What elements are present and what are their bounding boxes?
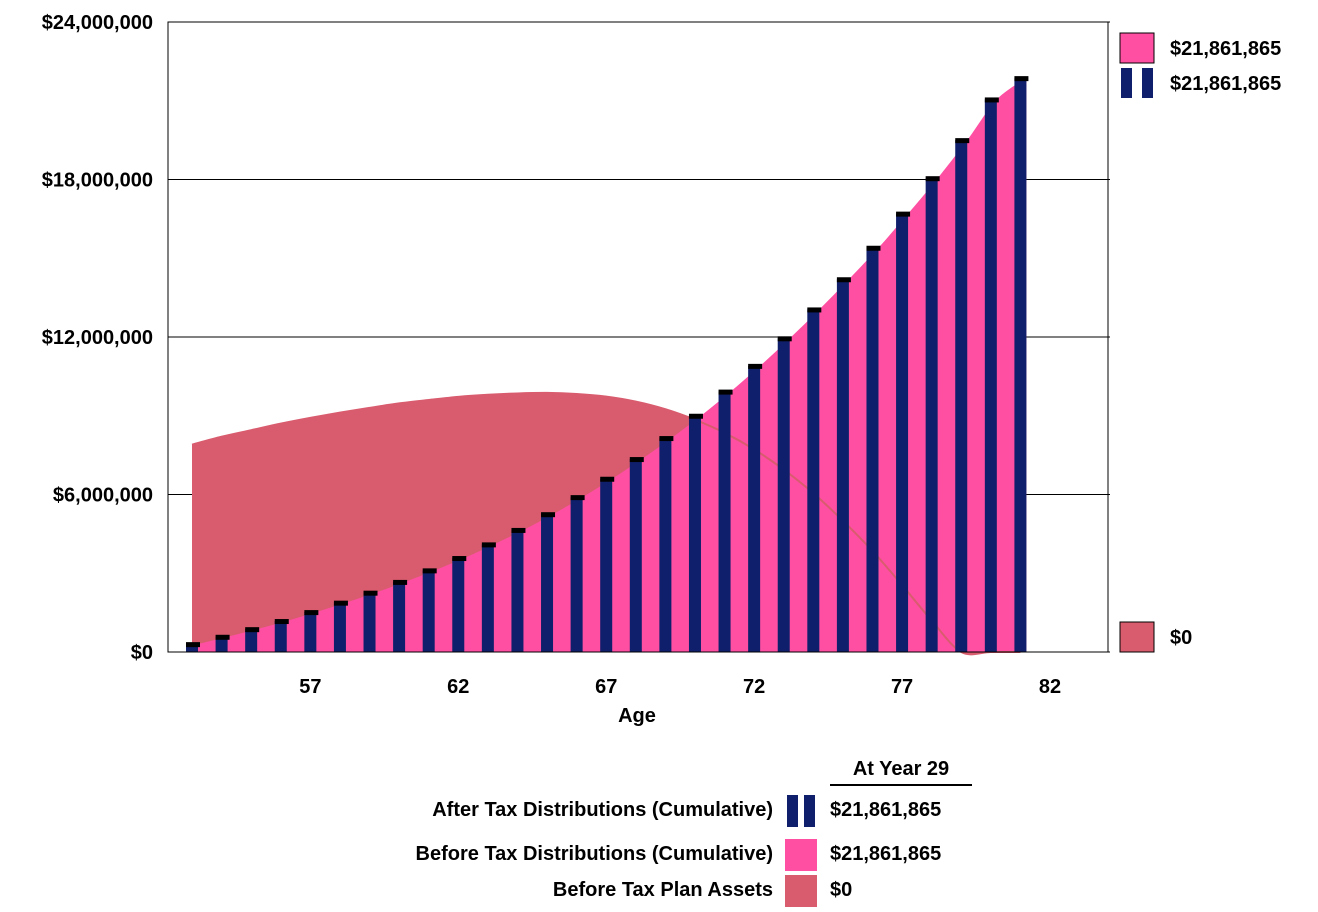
- chart-bars: [186, 76, 1029, 653]
- after-tax-bar: [748, 365, 761, 652]
- y-tick-label: $18,000,000: [42, 170, 153, 192]
- after-tax-bar: [215, 636, 228, 652]
- after-tax-bar-cap: [245, 627, 260, 633]
- y-tick-label: $24,000,000: [42, 12, 153, 34]
- x-tick-label: 57: [299, 676, 321, 698]
- after-tax-bar: [393, 581, 406, 652]
- after-tax-bar-cap: [688, 413, 703, 419]
- after-tax-bar-cap: [807, 307, 822, 313]
- after-tax-bar-cap: [393, 579, 408, 585]
- after-tax-bar: [1014, 78, 1027, 653]
- pink-swatch-icon: [1119, 32, 1155, 64]
- after-tax-bar: [984, 99, 997, 652]
- x-tick-label: 62: [447, 676, 469, 698]
- after-tax-bar-cap: [422, 568, 437, 574]
- after-tax-bar: [659, 438, 672, 652]
- after-tax-bar: [452, 558, 465, 652]
- after-tax-bar: [896, 213, 909, 652]
- x-tick-label: 82: [1039, 676, 1061, 698]
- after-tax-bar: [304, 612, 317, 652]
- after-tax-bar-cap: [481, 542, 496, 548]
- after-tax-bar-cap: [600, 476, 615, 482]
- after-tax-bar-cap: [1014, 76, 1029, 82]
- after-tax-bar: [718, 391, 731, 652]
- after-tax-bar: [511, 529, 524, 652]
- after-tax-bar-cap: [274, 619, 289, 625]
- after-tax-bar: [688, 415, 701, 652]
- after-tax-bar-cap: [363, 590, 378, 596]
- after-tax-bar: [925, 178, 938, 652]
- right-end-value-label: $21,861,865: [1170, 73, 1281, 95]
- after-tax-bar-cap: [215, 634, 230, 640]
- after-tax-bar: [836, 279, 849, 652]
- after-tax-bar-cap: [718, 389, 733, 395]
- after-tax-bar-cap: [925, 176, 940, 182]
- after-tax-bar: [245, 629, 258, 652]
- after-tax-bar: [363, 592, 376, 652]
- right-end-value-label: $0: [1170, 627, 1192, 649]
- red-swatch-icon: [1119, 621, 1155, 653]
- after-tax-bar: [570, 497, 583, 652]
- y-tick-label: $6,000,000: [53, 485, 153, 507]
- after-tax-bar-cap: [511, 527, 526, 533]
- after-tax-bar-cap: [836, 277, 851, 283]
- x-axis-label: Age: [618, 705, 656, 727]
- navy-bars-swatch-icon: [1142, 68, 1153, 98]
- x-axis-ticks: 57 62 67 72 77 82: [299, 676, 1061, 698]
- after-tax-bar-cap: [984, 97, 999, 103]
- before-tax-plan-assets-line: [191, 391, 1021, 656]
- after-tax-bar: [955, 140, 968, 652]
- after-tax-bar: [777, 338, 790, 652]
- right-end-value-label: $21,861,865: [1170, 38, 1281, 60]
- y-axis-ticks: $0 $6,000,000 $12,000,000 $18,000,000 $24,00…: [42, 12, 153, 664]
- navy-bars-swatch-icon: [1121, 68, 1132, 98]
- plot-frame: [167, 21, 1109, 653]
- y-tick-label: $12,000,000: [42, 327, 153, 349]
- after-tax-bar: [541, 514, 554, 652]
- after-tax-bar-cap: [896, 211, 911, 217]
- after-tax-bar-cap: [452, 556, 467, 562]
- x-tick-label: 67: [595, 676, 617, 698]
- after-tax-bar: [186, 644, 198, 652]
- after-tax-bar-cap: [541, 512, 556, 518]
- after-tax-bar-cap: [186, 642, 200, 648]
- after-tax-bar-cap: [570, 495, 585, 501]
- after-tax-bar: [481, 544, 494, 652]
- after-tax-bar-cap: [955, 138, 970, 144]
- after-tax-bar-cap: [659, 436, 674, 442]
- after-tax-bar-cap: [629, 457, 644, 463]
- after-tax-bar: [422, 570, 435, 652]
- after-tax-bar-cap: [777, 336, 792, 342]
- right-end-labels: $21,861,865 $21,861,865 $0: [1119, 32, 1281, 653]
- after-tax-bar: [600, 478, 613, 652]
- after-tax-bar-cap: [333, 600, 348, 606]
- after-tax-bar: [807, 309, 820, 652]
- x-tick-label: 77: [891, 676, 913, 698]
- after-tax-bar-cap: [866, 245, 881, 251]
- after-tax-bar: [629, 459, 642, 652]
- y-tick-label: $0: [131, 642, 153, 664]
- after-tax-bar: [274, 621, 287, 652]
- after-tax-bar-cap: [304, 610, 319, 616]
- x-tick-label: 72: [743, 676, 765, 698]
- after-tax-bar: [866, 247, 879, 652]
- after-tax-bar-cap: [748, 363, 763, 369]
- after-tax-bar: [333, 602, 346, 652]
